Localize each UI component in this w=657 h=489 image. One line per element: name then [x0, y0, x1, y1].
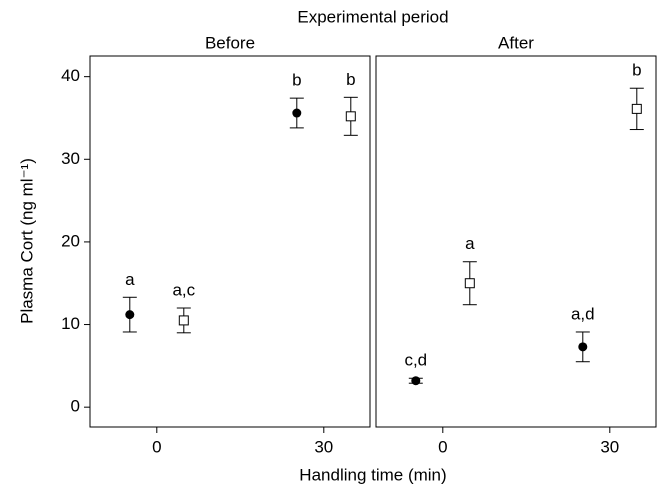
point: [411, 376, 421, 386]
point: [578, 342, 588, 352]
point-label: a,d: [571, 304, 595, 323]
y-tick-label: 0: [71, 397, 80, 416]
point: [292, 108, 302, 118]
point: [345, 111, 356, 122]
point-label: b: [292, 71, 301, 90]
y-tick-label: 10: [61, 314, 80, 333]
point-label: b: [346, 70, 355, 89]
y-axis-title: Plasma Cort (ng ml⁻¹): [17, 158, 36, 324]
panel-frame: [375, 55, 657, 428]
panel-title: Before: [205, 33, 255, 52]
point-label: b: [632, 61, 641, 80]
y-tick-label: 30: [61, 149, 80, 168]
x-tick-label: 0: [438, 437, 447, 456]
x-tick-label: 30: [314, 437, 333, 456]
point: [125, 310, 135, 320]
point-label: a: [465, 234, 475, 253]
x-tick-label: 0: [152, 437, 161, 456]
y-tick-label: 20: [61, 231, 80, 250]
point: [631, 103, 642, 114]
y-tick-label: 40: [61, 66, 80, 85]
chart-title: Experimental period: [297, 7, 448, 26]
point-label: a,c: [172, 280, 195, 299]
x-tick-label: 30: [600, 437, 619, 456]
panel-title: After: [498, 33, 534, 52]
point: [178, 315, 189, 326]
panel-frame: [89, 55, 371, 428]
point-label: c,d: [404, 351, 427, 370]
x-axis-title: Handling time (min): [299, 465, 446, 484]
point: [464, 278, 475, 289]
point-label: a: [125, 270, 135, 289]
